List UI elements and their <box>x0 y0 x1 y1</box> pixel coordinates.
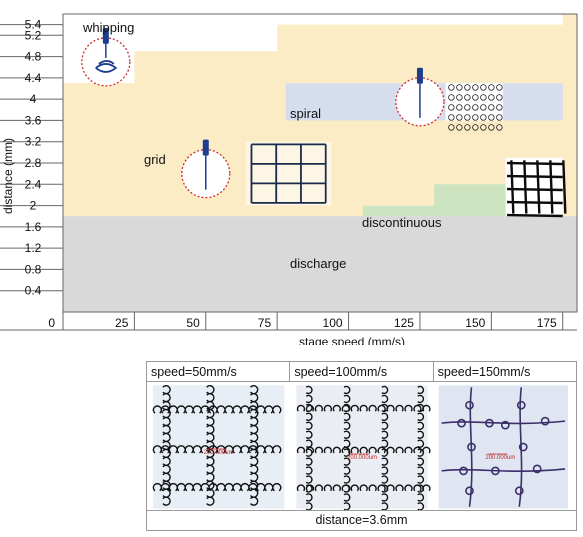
y-tick-label: 3.6 <box>25 113 42 127</box>
discontinuous-pattern-icon <box>507 160 567 218</box>
micrograph-panel: speed=50mm/s speed=100mm/s speed=150mm/s… <box>146 361 577 531</box>
scale-label-100: 200.000um <box>347 455 377 461</box>
y-tick-label: 5.4 <box>25 18 42 32</box>
x-axis-title: stage speed (mm/s) <box>299 335 405 345</box>
y-tick-label: 2.8 <box>25 156 42 170</box>
grid-pattern-background <box>245 141 332 206</box>
x-tick-label: 175 <box>537 316 557 330</box>
micrograph-50-coils <box>152 385 282 506</box>
x-tick-label: 0 <box>48 316 55 330</box>
region-label-whipping: whipping <box>82 20 134 35</box>
nozzle-body-icon <box>102 27 109 44</box>
region-label-discharge: discharge <box>290 256 346 271</box>
y-tick-label: 0.4 <box>25 284 42 298</box>
needle-straight-icon <box>181 139 231 199</box>
micrograph-150-background <box>438 385 569 509</box>
region-label-spiral: spiral <box>290 106 321 121</box>
micrograph-100-coils <box>296 385 431 511</box>
spiral-pattern-icon <box>448 84 503 131</box>
y-tick-label: 3.2 <box>25 135 42 149</box>
caption-speed-150: speed=150mm/s <box>433 362 576 382</box>
y-tick-label: 4.4 <box>25 71 42 85</box>
x-tick-label: 25 <box>115 316 129 330</box>
y-tick-label: 5.2 <box>25 28 42 42</box>
x-tick-label: 125 <box>394 316 414 330</box>
y-tick-label: 2 <box>30 199 37 213</box>
caption-speed-50: speed=50mm/s <box>147 362 291 382</box>
x-tick-label: 100 <box>323 316 343 330</box>
y-tick-label: 4.8 <box>25 50 42 64</box>
x-tick-label: 75 <box>258 316 272 330</box>
y-tick-label: 0.8 <box>25 262 42 276</box>
x-tick-label: 150 <box>465 316 485 330</box>
y-tick-label: 2.4 <box>25 177 42 191</box>
grid-pattern-icon <box>250 143 327 204</box>
micrograph-footer: distance=3.6mm <box>147 510 576 530</box>
x-tick-label: 50 <box>186 316 200 330</box>
scale-label-50: 200.000um <box>204 450 234 456</box>
region-whipping <box>63 14 563 84</box>
micrograph-150-fibers <box>441 387 566 507</box>
nozzle-body-icon <box>202 139 209 156</box>
micrograph-images: 200.000um 200.000um 200.000um <box>152 385 569 511</box>
scale-label-150: 200.000um <box>485 455 515 461</box>
phase-diagram-chart: 0.4 0.8 1.2 1.6 2 2.4 2.8 3.2 3.6 4 4.4 4.8 5.25.4 0 2… <box>0 13 578 345</box>
y-axis-title: distance (mm) <box>1 138 15 214</box>
region-label-grid: grid <box>144 152 166 167</box>
region-label-discontinuous: discontinuous <box>362 215 442 230</box>
nozzle-body-icon <box>416 67 423 84</box>
needle-whipping-icon <box>81 27 131 87</box>
y-tick-label: 4 <box>30 92 37 106</box>
region-discharge <box>63 216 577 312</box>
y-tick-label: 1.6 <box>25 220 42 234</box>
micrograph-captions: speed=50mm/s speed=100mm/s speed=150mm/s <box>147 362 576 382</box>
caption-speed-100: speed=100mm/s <box>290 362 434 382</box>
needle-straight-icon <box>395 67 445 127</box>
y-tick-label: 1.2 <box>25 241 42 255</box>
